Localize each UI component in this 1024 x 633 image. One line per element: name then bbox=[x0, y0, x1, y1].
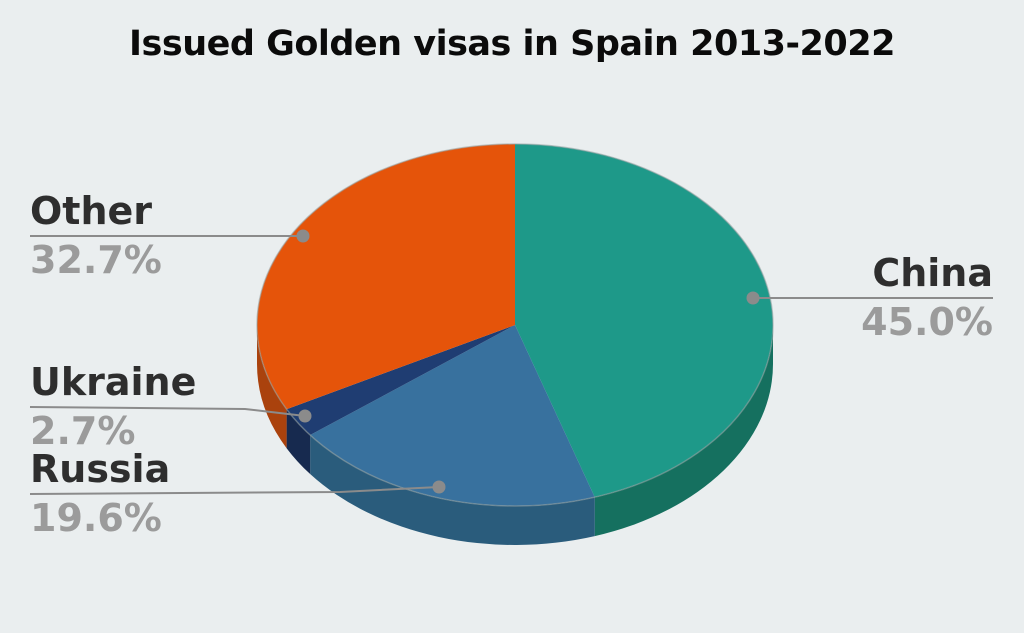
leader-line-russia bbox=[29, 486, 440, 495]
pie-top-other bbox=[256, 144, 515, 410]
label-russia-name: Russia bbox=[30, 447, 171, 491]
pie-slices bbox=[256, 143, 774, 545]
pie-outline bbox=[256, 143, 774, 507]
label-ukraine-percent: 2.7% bbox=[30, 409, 136, 453]
label-china-name: China bbox=[872, 251, 993, 295]
label-russia-percent: 19.6% bbox=[30, 496, 162, 540]
pie-top-china bbox=[515, 144, 774, 498]
pie-top-ukraine bbox=[286, 325, 515, 436]
pie-side-russia bbox=[310, 435, 595, 545]
pie-side-china bbox=[594, 325, 773, 537]
label-china-percent: 45.0% bbox=[861, 300, 993, 344]
leader-dot-ukraine bbox=[298, 409, 312, 423]
pie-side-ukraine bbox=[286, 409, 311, 475]
leader-dot-russia bbox=[432, 480, 446, 494]
chart-title: Issued Golden visas in Spain 2013-2022 bbox=[129, 24, 895, 64]
leader-dot-china bbox=[746, 291, 760, 305]
label-ukraine-name: Ukraine bbox=[30, 360, 197, 404]
label-other-name: Other bbox=[30, 189, 153, 233]
pie-top-russia bbox=[310, 325, 595, 506]
leader-lines bbox=[29, 229, 993, 495]
label-other-percent: 32.7% bbox=[30, 238, 162, 282]
leader-dot-other bbox=[296, 229, 310, 243]
leader-line-ukraine bbox=[29, 406, 306, 417]
